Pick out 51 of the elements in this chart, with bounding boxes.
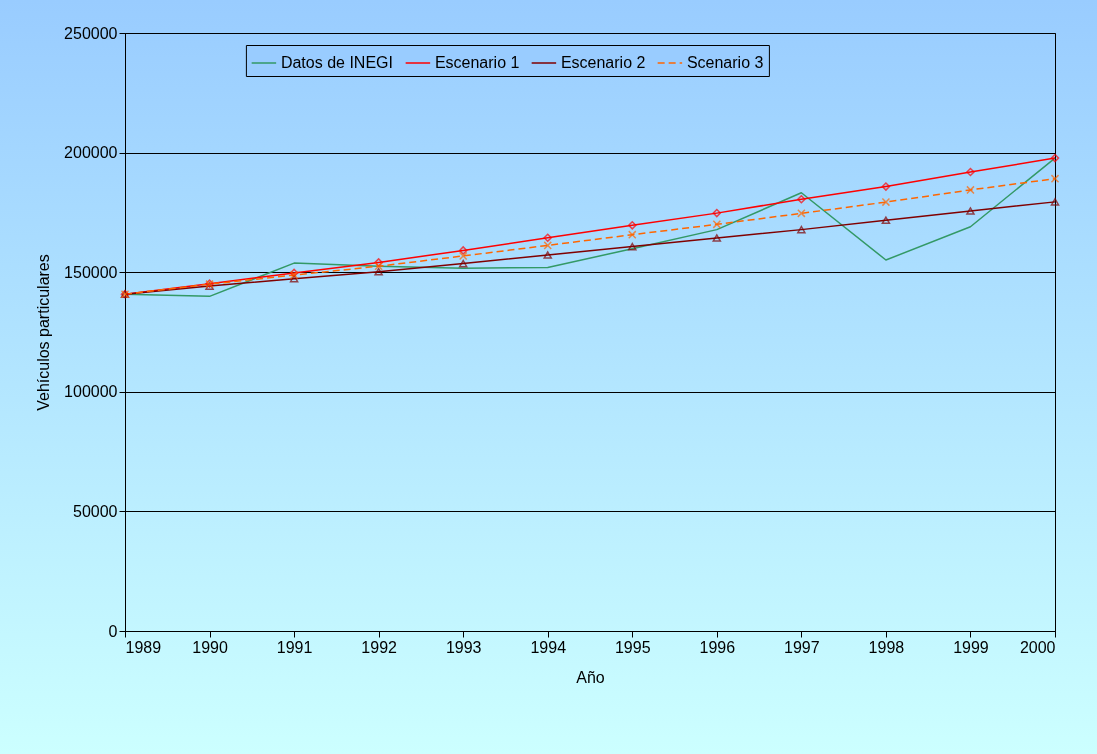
point	[458, 251, 468, 261]
y-tick-label: 200000	[64, 144, 118, 162]
point	[881, 216, 891, 225]
y-tick-label: 0	[108, 622, 118, 640]
point	[289, 274, 299, 283]
x-tick-label: 1995	[614, 638, 651, 656]
point	[1050, 198, 1060, 206]
point	[374, 267, 383, 276]
point	[966, 185, 975, 195]
x-tick-label: 1994	[530, 638, 567, 656]
point	[1050, 153, 1060, 163]
x-axis-title: Año	[576, 668, 605, 686]
legend-label: Escenario 1	[434, 54, 520, 71]
x-tick-label: 1990	[192, 638, 228, 656]
x-tick-label: 1989	[125, 638, 162, 656]
x-tick-label: 2000	[1019, 638, 1056, 656]
point	[881, 182, 891, 191]
x-tick-label: 1993	[445, 638, 482, 656]
x-tick-label: 1996	[699, 638, 736, 656]
x-tick-label: 1992	[361, 638, 398, 656]
point	[712, 234, 722, 242]
point	[374, 261, 383, 271]
x-tick-label: 1998	[868, 638, 905, 656]
y-tick-label: 100000	[64, 383, 118, 401]
point	[458, 259, 468, 268]
point	[797, 209, 806, 218]
x-tick-label: 1997	[784, 638, 820, 656]
y-tick-label: 50000	[73, 502, 118, 520]
x-tick-label: 1991	[276, 638, 313, 656]
point	[543, 241, 553, 250]
point	[797, 194, 806, 204]
point	[458, 246, 468, 255]
point	[1050, 174, 1060, 183]
x-tick-label: 1999	[953, 638, 989, 656]
point	[543, 233, 553, 243]
y-axis-title: Vehículos particulares	[35, 254, 53, 411]
point	[797, 225, 806, 234]
point	[881, 197, 891, 207]
point	[966, 167, 975, 177]
point	[627, 221, 637, 230]
legend-label: Escenario 2	[560, 54, 646, 71]
legend-label: Scenario 3	[686, 54, 764, 71]
y-tick-label: 250000	[64, 24, 118, 42]
point	[966, 207, 975, 215]
y-tick-label: 150000	[64, 263, 118, 281]
point	[627, 230, 637, 239]
point	[543, 251, 553, 259]
legend-label: Datos de INEGI	[280, 54, 393, 71]
point	[627, 242, 637, 251]
point	[712, 220, 722, 229]
point	[712, 208, 722, 218]
